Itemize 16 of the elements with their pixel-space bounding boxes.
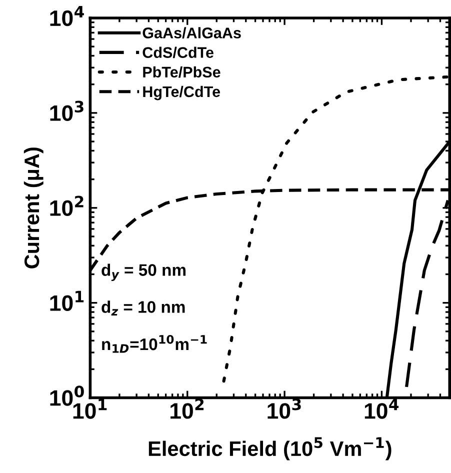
y-tick-label: 10$^{1}$ — [50, 290, 84, 311]
x-tick-label: 10$^{3}$ — [268, 398, 301, 419]
y-axis-title: Current (μA) — [24, 148, 44, 268]
legend-label: PbTe/PbSe — [143, 66, 220, 78]
y-tick-label: 10$^{3}$ — [50, 100, 84, 122]
annotation: n$_{1D}$=10$^{10}$m$^{−1}$ — [102, 334, 207, 353]
annotation: d$_{z}$ = 10 nm — [102, 300, 185, 316]
y-tick-label: 10$^{4}$ — [50, 6, 84, 26]
legend-label: HgTe/CdTe — [143, 86, 220, 100]
annotation: d$_{y}$ = 50 nm — [102, 264, 186, 282]
y-tick-label: 10$^{2}$ — [50, 196, 84, 216]
legend-label: GaAs/AlGaAs — [142, 27, 241, 39]
legend-label: CdS/CdTe — [142, 46, 214, 58]
x-axis-title: Electric Field (10$^{5}$ Vm$^{−1}$) — [148, 437, 392, 460]
x-tick-label: 10$^{2}$ — [170, 398, 204, 419]
x-tick-label: 10$^{4}$ — [364, 398, 399, 419]
